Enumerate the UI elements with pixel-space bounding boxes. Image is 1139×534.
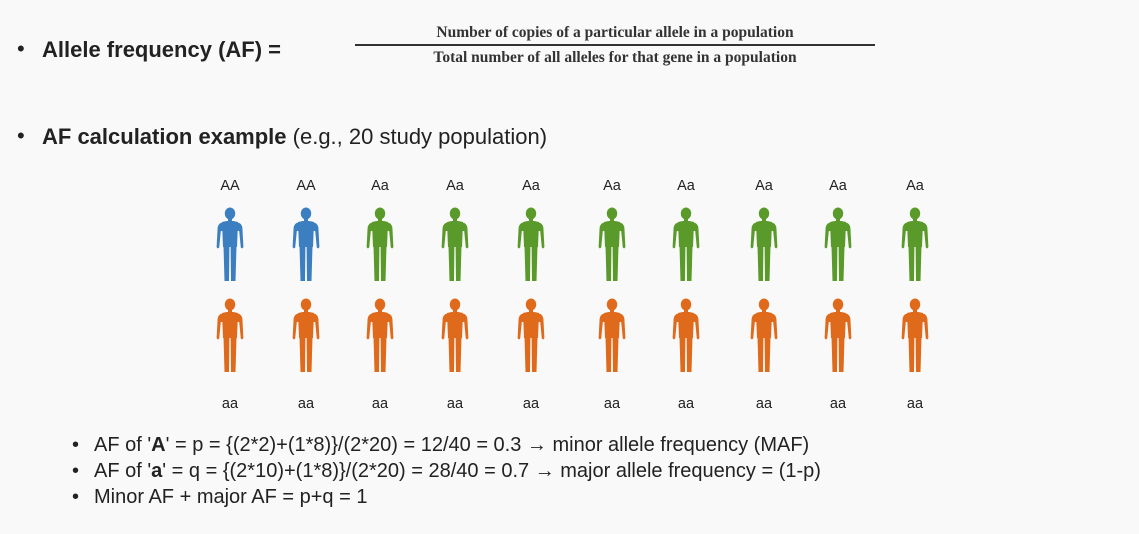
bottom-genotype-label: aa [446,396,464,412]
person-icon [597,298,627,374]
person-icon [215,298,245,374]
top-genotype-label: AA [220,178,240,194]
example-label-rest: (e.g., 20 study population) [286,124,548,149]
bottom-genotype-label: aa [221,396,239,412]
formula-item-q: • AF of 'a' = q = {(2*10)+(1*8)}/(2*20) =… [72,460,821,482]
bullet-marker: • [17,36,25,61]
person-icon [671,298,701,374]
bullet-marker: • [17,123,25,148]
bullet-marker: • [72,434,80,456]
top-genotype-label: Aa [603,178,621,194]
top-genotype-label: Aa [371,178,389,194]
person-icon [900,298,930,374]
top-genotype-label: Aa [906,178,924,194]
person-icon [440,207,470,283]
person-icon [671,207,701,283]
bottom-genotype-label: aa [906,396,924,412]
person-icon [516,207,546,283]
person-icon [900,207,930,283]
bottom-genotype-label: aa [371,396,389,412]
person-icon [440,298,470,374]
top-genotype-label: Aa [522,178,540,194]
person-icon [365,298,395,374]
af-definition-label: Allele frequency (AF) = [42,37,282,62]
example-heading: AF calculation example (e.g., 20 study p… [42,124,547,150]
top-genotype-label: Aa [755,178,773,194]
top-genotype-label: Aa [829,178,847,194]
formula-item-p: • AF of 'A' = p = {(2*2)+(1*8)}/(2*20) = … [72,434,810,456]
example-label-bold: AF calculation example [42,124,287,149]
person-icon [823,298,853,374]
bullet-marker: • [72,460,80,482]
person-icon [516,298,546,374]
af-fraction: Number of copies of a particular allele … [355,24,875,67]
top-genotype-label: Aa [677,178,695,194]
person-icon [749,207,779,283]
bullet-marker: • [72,486,80,508]
bottom-genotype-label: aa [829,396,847,412]
top-genotype-label: AA [296,178,316,194]
bottom-genotype-label: aa [603,396,621,412]
bottom-genotype-label: aa [755,396,773,412]
af-denominator: Total number of all alleles for that gen… [433,48,797,66]
bottom-genotype-label: aa [522,396,540,412]
bottom-genotype-label: aa [677,396,695,412]
person-icon [365,207,395,283]
formula-list: • AF of 'A' = p = {(2*2)+(1*8)}/(2*20) = … [70,432,821,510]
af-numerator: Number of copies of a particular allele … [436,24,794,41]
person-icon [291,207,321,283]
person-icon [749,298,779,374]
person-icon [215,207,245,283]
bottom-genotype-label: aa [297,396,315,412]
person-icon [823,207,853,283]
formula-item-sum: • Minor AF + major AF = p+q = 1 [72,486,368,508]
person-icon [597,207,627,283]
top-genotype-label: Aa [446,178,464,194]
person-icon [291,298,321,374]
fraction-bar [355,44,875,46]
